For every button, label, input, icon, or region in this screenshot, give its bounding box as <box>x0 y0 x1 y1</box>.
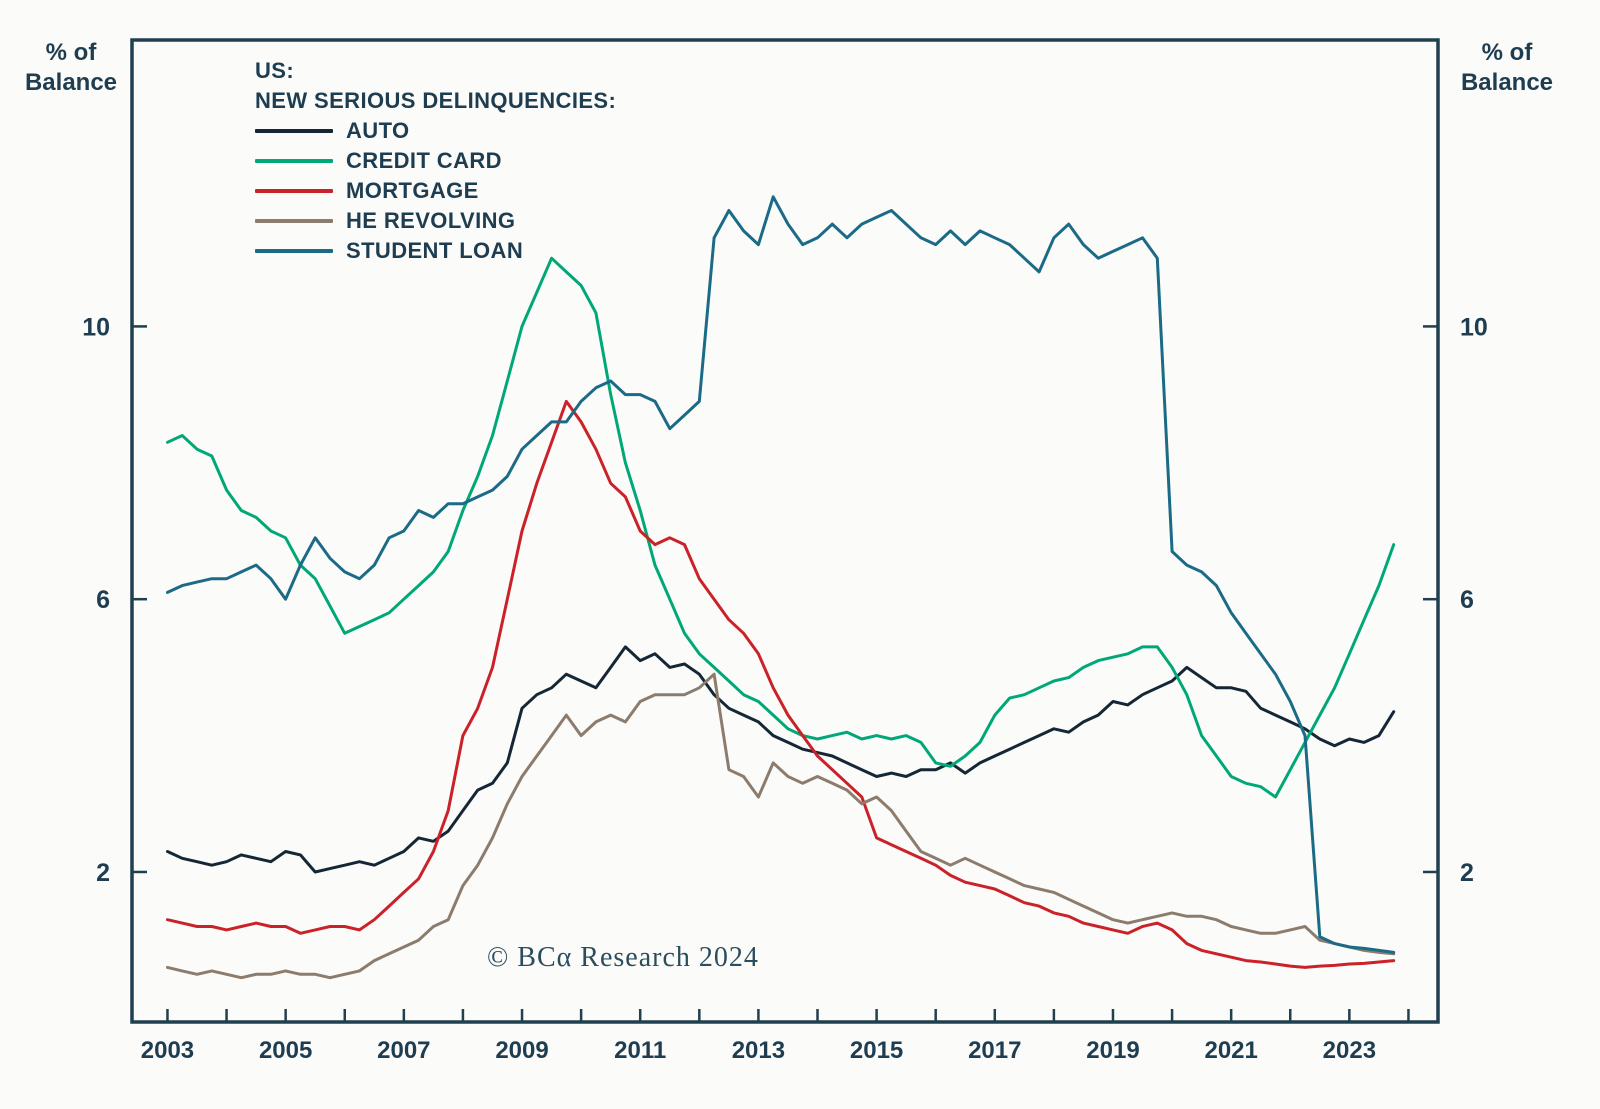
legend-label-student-loan: STUDENT LOAN <box>346 238 524 263</box>
svg-text:2005: 2005 <box>259 1037 312 1064</box>
svg-text:10: 10 <box>1460 313 1488 341</box>
svg-text:2003: 2003 <box>141 1037 194 1064</box>
legend-label-auto: AUTO <box>346 118 410 143</box>
legend-label-he-revolving: HE REVOLVING <box>346 208 516 233</box>
svg-text:2021: 2021 <box>1204 1037 1257 1064</box>
legend-label-credit-card: CREDIT CARD <box>346 148 502 173</box>
svg-text:2: 2 <box>1460 859 1474 887</box>
legend-item-credit-card: CREDIT CARD <box>255 146 616 176</box>
svg-text:2011: 2011 <box>614 1037 666 1064</box>
y-axis-label-left: % of Balance <box>24 39 118 96</box>
auto-line-swatch <box>255 129 333 133</box>
legend-title-series: NEW SERIOUS DELINQUENCIES: <box>255 88 617 113</box>
legend-title-country: US: <box>255 58 295 83</box>
legend: US: NEW SERIOUS DELINQUENCIES: AUTO CRED… <box>255 56 616 266</box>
svg-text:2017: 2017 <box>968 1037 1021 1064</box>
he-revolving-line-swatch <box>255 219 333 223</box>
svg-text:6: 6 <box>96 586 110 614</box>
mortgage-line-swatch <box>255 189 333 193</box>
svg-text:2009: 2009 <box>495 1037 548 1064</box>
legend-item-auto: AUTO <box>255 116 616 146</box>
legend-label-mortgage: MORTGAGE <box>346 178 479 203</box>
svg-text:2023: 2023 <box>1323 1037 1376 1064</box>
credit-card-line-swatch <box>255 159 333 163</box>
svg-text:6: 6 <box>1460 586 1474 614</box>
svg-text:2019: 2019 <box>1086 1037 1139 1064</box>
svg-text:2015: 2015 <box>850 1037 903 1064</box>
legend-item-student-loan: STUDENT LOAN <box>255 236 616 266</box>
svg-text:2: 2 <box>96 859 110 887</box>
copyright-notice: © BCα Research 2024 <box>487 942 759 973</box>
svg-text:2013: 2013 <box>732 1037 785 1064</box>
svg-text:2007: 2007 <box>377 1037 430 1064</box>
student-loan-line-swatch <box>255 249 333 253</box>
legend-item-mortgage: MORTGAGE <box>255 176 616 206</box>
legend-item-he-revolving: HE REVOLVING <box>255 206 616 236</box>
y-axis-label-right: % of Balance <box>1460 39 1554 96</box>
svg-text:10: 10 <box>82 313 110 341</box>
